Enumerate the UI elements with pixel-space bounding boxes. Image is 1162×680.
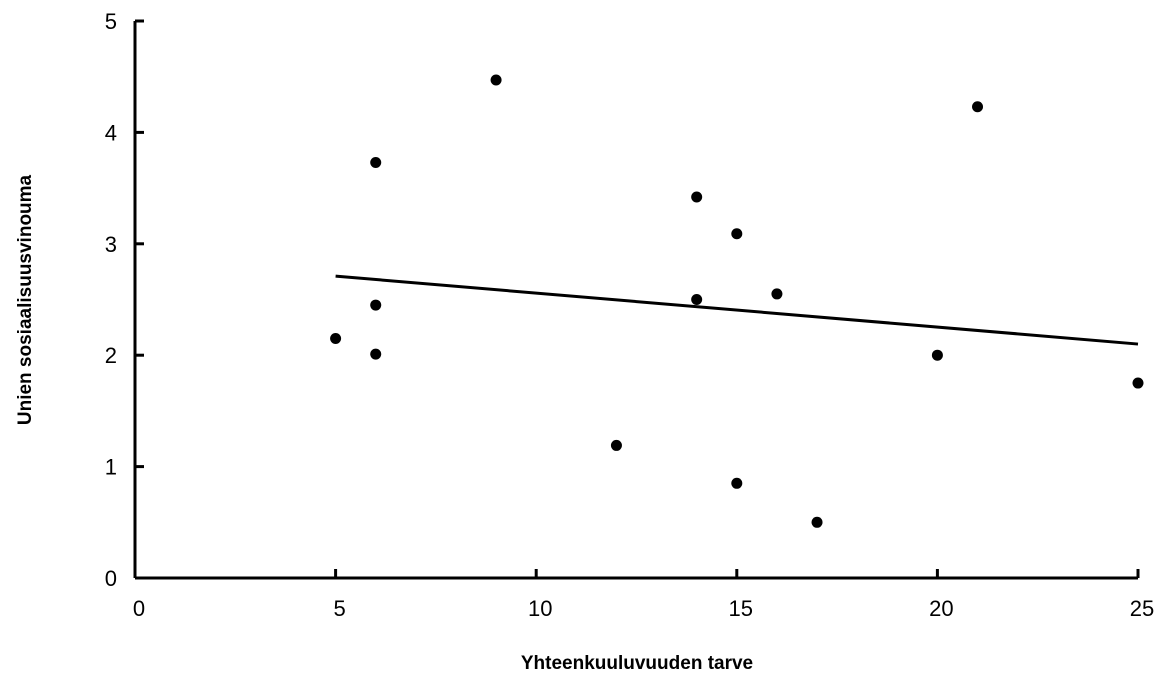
y-tick-label: 2	[105, 343, 117, 368]
trendline	[335, 274, 1139, 346]
data-point	[771, 288, 783, 300]
y-tick-label: 0	[105, 566, 117, 591]
x-tick-label: 5	[333, 596, 345, 621]
y-tick-label: 5	[105, 9, 117, 34]
axes	[133, 21, 1138, 580]
x-tick-label: 20	[929, 596, 953, 621]
data-point	[731, 477, 743, 489]
data-point	[370, 299, 382, 311]
data-point	[370, 348, 382, 360]
y-tick-label: 1	[105, 455, 117, 480]
data-point	[811, 516, 823, 528]
y-tick-label: 3	[105, 232, 117, 257]
data-point	[490, 74, 502, 86]
data-point	[370, 156, 382, 168]
data-point	[731, 228, 743, 240]
y-tick-label: 4	[105, 120, 117, 145]
x-tick-label: 10	[528, 596, 552, 621]
x-tick-label: 25	[1130, 596, 1154, 621]
data-point	[972, 101, 984, 113]
data-point	[610, 439, 622, 451]
data-point	[1132, 377, 1144, 389]
x-axis-ticks: 0 5 10 15 20 25	[133, 569, 1154, 621]
y-axis-ticks: 0 1 2 3 4 5	[105, 9, 144, 591]
y-axis-title: Unien sosiaalisuusvinouma	[15, 174, 36, 425]
data-point	[691, 294, 703, 305]
data-point	[691, 191, 703, 203]
x-axis-title: Yhteenkuuluvuuden tarve	[521, 653, 753, 674]
data-point	[931, 349, 943, 361]
trendline-layer	[335, 274, 1139, 346]
data-point	[330, 332, 342, 344]
x-tick-label: 15	[729, 596, 753, 621]
x-tick-label: 0	[133, 596, 145, 621]
data-points-layer	[330, 74, 1144, 528]
